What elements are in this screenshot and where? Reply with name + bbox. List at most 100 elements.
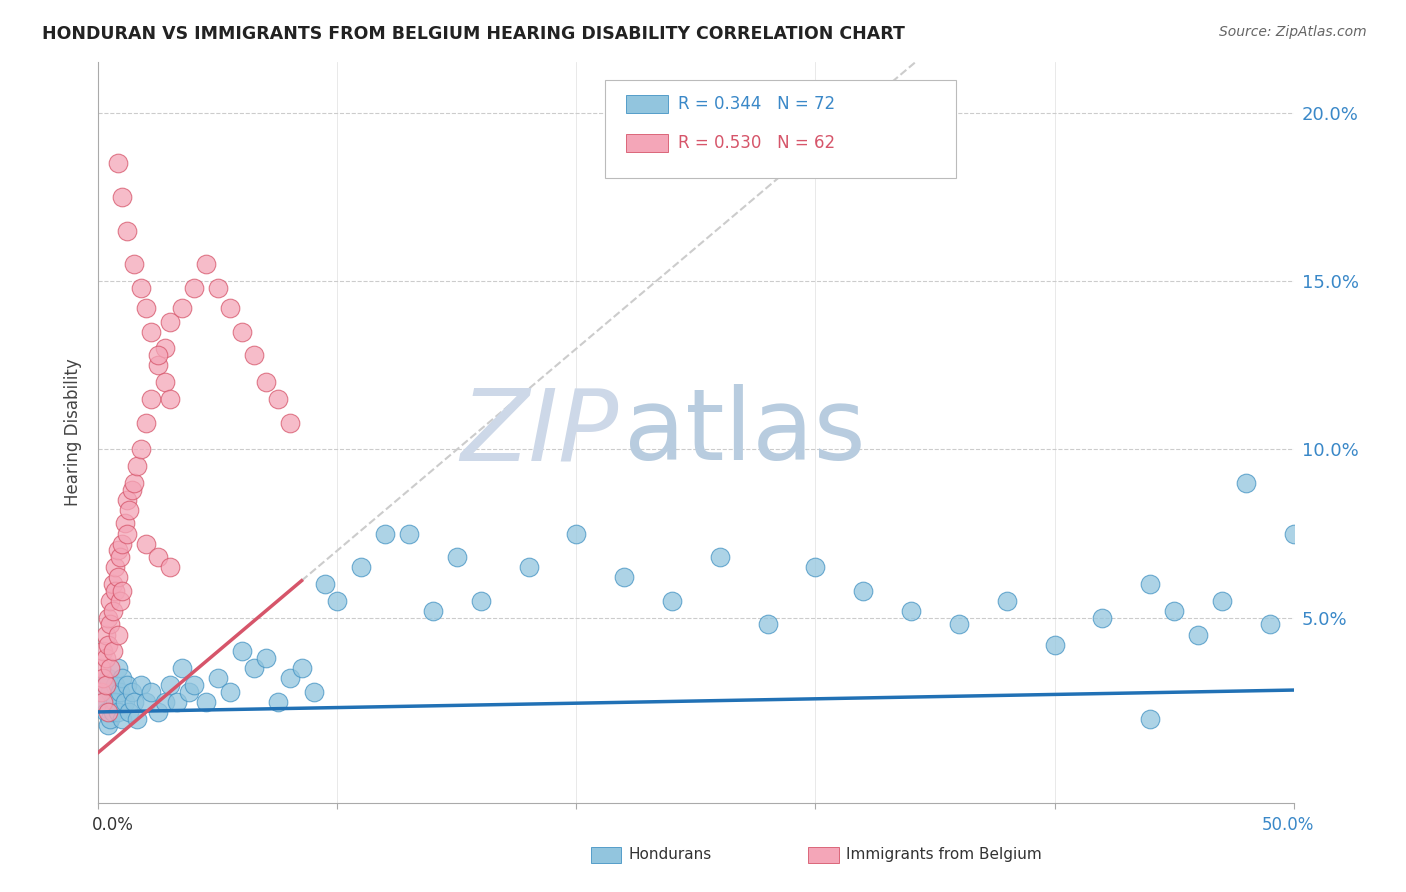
Point: [1282, 526, 1305, 541]
Point: [118, 503, 141, 517]
Point: [900, 604, 922, 618]
Point: [108, 685, 131, 699]
Point: [98, 617, 122, 632]
Point: [107, 661, 129, 675]
Text: HONDURAN VS IMMIGRANTS FROM BELGIUM HEARING DISABILITY CORRELATION CHART: HONDURAN VS IMMIGRANTS FROM BELGIUM HEAR…: [42, 25, 905, 43]
Point: [107, 705, 129, 719]
Point: [1043, 638, 1066, 652]
Point: [104, 583, 127, 598]
Point: [148, 705, 170, 719]
Point: [350, 560, 373, 574]
Point: [97, 718, 120, 732]
Point: [104, 678, 127, 692]
Point: [115, 224, 138, 238]
Point: [121, 483, 143, 497]
Point: [1211, 594, 1233, 608]
Point: [756, 617, 779, 632]
Point: [135, 416, 157, 430]
Point: [91, 671, 114, 685]
Text: ZIP: ZIP: [460, 384, 619, 481]
Point: [267, 695, 290, 709]
Point: [1163, 604, 1185, 618]
Point: [1139, 712, 1161, 726]
Point: [207, 281, 229, 295]
Point: [125, 712, 148, 726]
Point: [104, 695, 127, 709]
Point: [90, 685, 112, 699]
Point: [139, 392, 162, 406]
Point: [94, 627, 117, 641]
Point: [155, 342, 177, 356]
Text: 50.0%: 50.0%: [1263, 816, 1315, 834]
Point: [98, 661, 122, 675]
Point: [219, 685, 242, 699]
Point: [172, 661, 194, 675]
Text: Hondurans: Hondurans: [628, 847, 711, 862]
Point: [148, 348, 170, 362]
Point: [148, 359, 170, 373]
Point: [125, 459, 148, 474]
Text: 0.0%: 0.0%: [91, 816, 134, 834]
Point: [115, 526, 138, 541]
Point: [172, 301, 194, 315]
Point: [155, 695, 177, 709]
Point: [207, 671, 229, 685]
Point: [111, 671, 134, 685]
Point: [243, 661, 266, 675]
Point: [1187, 627, 1209, 641]
Point: [470, 594, 492, 608]
Point: [111, 536, 134, 550]
Point: [98, 594, 122, 608]
Point: [804, 560, 827, 574]
Point: [231, 325, 253, 339]
Point: [398, 526, 420, 541]
Point: [121, 685, 143, 699]
Point: [97, 610, 120, 624]
Point: [1234, 476, 1257, 491]
Point: [94, 651, 117, 665]
Point: [183, 281, 205, 295]
Text: R = 0.530   N = 62: R = 0.530 N = 62: [678, 134, 835, 152]
Point: [91, 695, 114, 709]
Point: [107, 570, 129, 584]
Point: [124, 476, 146, 491]
Point: [446, 550, 468, 565]
Point: [115, 492, 138, 507]
Point: [118, 705, 141, 719]
Point: [97, 638, 120, 652]
Point: [1139, 577, 1161, 591]
Point: [139, 685, 162, 699]
Point: [111, 583, 134, 598]
Point: [291, 661, 314, 675]
Point: [101, 644, 124, 658]
Point: [995, 594, 1018, 608]
Text: R = 0.344   N = 72: R = 0.344 N = 72: [678, 95, 835, 113]
Point: [139, 325, 162, 339]
Point: [101, 705, 124, 719]
Point: [278, 671, 301, 685]
Point: [111, 190, 134, 204]
Point: [101, 604, 124, 618]
Point: [267, 392, 290, 406]
Point: [219, 301, 242, 315]
Point: [374, 526, 396, 541]
Point: [101, 695, 124, 709]
Text: Immigrants from Belgium: Immigrants from Belgium: [846, 847, 1042, 862]
Point: [131, 442, 153, 457]
Text: Source: ZipAtlas.com: Source: ZipAtlas.com: [1219, 25, 1367, 39]
Point: [315, 577, 337, 591]
Point: [159, 392, 181, 406]
Point: [101, 577, 124, 591]
Point: [135, 536, 157, 550]
Point: [107, 156, 129, 170]
Point: [1091, 610, 1114, 624]
Point: [422, 604, 444, 618]
Point: [94, 705, 117, 719]
Point: [91, 644, 114, 658]
Point: [179, 685, 201, 699]
Text: atlas: atlas: [624, 384, 866, 481]
Point: [148, 550, 170, 565]
Point: [517, 560, 540, 574]
Point: [254, 375, 277, 389]
Point: [195, 695, 218, 709]
